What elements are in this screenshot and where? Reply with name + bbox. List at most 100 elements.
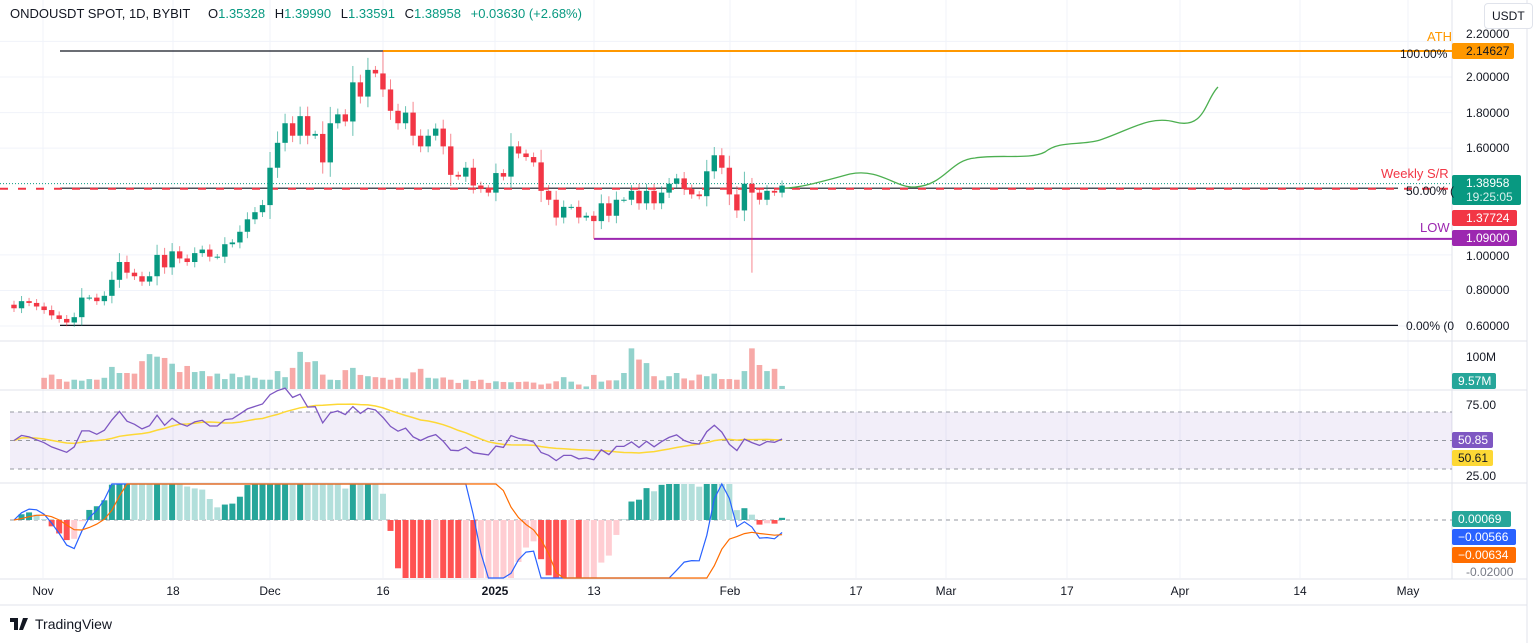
rsi-line bbox=[13, 387, 783, 462]
macd-signal-line bbox=[13, 483, 783, 579]
currency-button[interactable]: USDT bbox=[1484, 3, 1533, 29]
volume-bar bbox=[703, 376, 710, 389]
macd-histogram-bar bbox=[364, 484, 371, 520]
candle-body bbox=[109, 279, 115, 296]
weekly-sr-price-tag: 1.37724 bbox=[1452, 210, 1518, 226]
volume-bar bbox=[252, 377, 258, 389]
macd-histogram-bar bbox=[681, 484, 688, 520]
time-tick: Nov bbox=[32, 584, 54, 598]
macd-histogram-bar bbox=[78, 520, 85, 522]
price-tick: 1.60000 bbox=[1466, 141, 1510, 155]
candle-body bbox=[666, 183, 672, 193]
candle-body bbox=[749, 183, 755, 193]
volume-bar bbox=[274, 371, 281, 389]
candle-body bbox=[380, 73, 386, 90]
macd-histogram-bar bbox=[658, 484, 665, 520]
macd-histogram-bar bbox=[560, 520, 567, 578]
volume-bar bbox=[131, 373, 138, 389]
fib-0-label: 0.00% (0 bbox=[1406, 319, 1455, 333]
volume-bar bbox=[432, 378, 439, 389]
macd-histogram-bar bbox=[206, 498, 213, 520]
candle-body bbox=[327, 123, 333, 163]
candle-body bbox=[184, 258, 190, 263]
rsi-value-tag: 50.85 bbox=[1452, 432, 1494, 448]
volume-bar bbox=[440, 377, 447, 389]
tradingview-logo[interactable]: TradingView bbox=[10, 616, 112, 632]
candle-body bbox=[41, 306, 47, 311]
volume-bar bbox=[681, 378, 687, 389]
macd-histogram-bar bbox=[131, 484, 138, 520]
candle-body bbox=[455, 174, 461, 177]
macd-histogram-bar bbox=[18, 514, 25, 520]
macd-histogram-bar bbox=[304, 484, 311, 520]
volume-bar bbox=[470, 381, 477, 389]
macd-histogram-bar bbox=[108, 484, 115, 520]
volume-bar bbox=[56, 379, 62, 389]
macd-histogram-bar bbox=[553, 520, 560, 578]
bar-countdown: 19:25:05 bbox=[1466, 190, 1513, 204]
volume-bar bbox=[696, 374, 703, 389]
macd-histogram-bar bbox=[545, 520, 552, 576]
candle-body bbox=[643, 190, 650, 204]
candle-body bbox=[560, 206, 567, 218]
volume-bar bbox=[199, 371, 206, 389]
volume-bar bbox=[387, 379, 394, 389]
candle-body bbox=[237, 231, 243, 243]
macd-histogram-bar bbox=[319, 484, 326, 520]
volume-bar bbox=[222, 379, 228, 389]
macd-histogram-bar bbox=[410, 520, 417, 578]
macd-histogram-bar bbox=[718, 484, 725, 520]
volume-bar bbox=[636, 359, 642, 389]
volume-bar bbox=[688, 380, 695, 389]
macd-histogram-bar bbox=[267, 484, 274, 520]
volume-bar bbox=[455, 382, 462, 389]
candle-body bbox=[478, 185, 484, 190]
candle-body bbox=[387, 89, 394, 111]
candle-body bbox=[289, 123, 296, 136]
volume-bar bbox=[613, 380, 620, 389]
candle-body bbox=[395, 110, 401, 124]
macd-histogram-bar bbox=[688, 484, 695, 520]
volume-bar bbox=[146, 354, 153, 389]
candle-body bbox=[651, 190, 657, 204]
macd-histogram-bar bbox=[402, 520, 409, 578]
low-value: 1.33591 bbox=[347, 6, 395, 21]
macd-histogram-bar bbox=[733, 510, 740, 520]
macd-histogram-bar bbox=[312, 484, 319, 520]
macd-histogram-bar bbox=[349, 484, 356, 520]
volume-bar bbox=[395, 377, 401, 389]
time-tick: Mar bbox=[935, 584, 957, 598]
macd-histogram-bar bbox=[334, 484, 341, 520]
volume-bar bbox=[206, 376, 213, 389]
candle-body bbox=[704, 171, 710, 197]
volume-bar bbox=[259, 379, 266, 389]
candle-body bbox=[320, 133, 326, 163]
volume-bar bbox=[78, 380, 85, 389]
candle-body bbox=[124, 262, 130, 273]
macd-histogram-bar bbox=[244, 485, 251, 520]
volume-bar bbox=[86, 379, 93, 389]
candle-body bbox=[199, 249, 205, 254]
price-tick: 0.80000 bbox=[1466, 283, 1510, 297]
macd-histogram-bar bbox=[673, 484, 680, 520]
macd-histogram-bar bbox=[523, 520, 530, 548]
volume-bar bbox=[621, 373, 627, 389]
candle-body bbox=[493, 173, 499, 193]
macd-histogram-bar bbox=[297, 484, 304, 520]
candle-body bbox=[357, 82, 364, 97]
rsi-tick: 75.00 bbox=[1466, 398, 1497, 412]
volume-bar bbox=[591, 374, 597, 389]
candle-body bbox=[161, 254, 168, 268]
candle-body bbox=[176, 251, 183, 259]
macd-hist-tag: 0.00069 bbox=[1452, 511, 1512, 527]
candle-body bbox=[779, 185, 785, 193]
current-price: 1.38958 bbox=[1466, 176, 1510, 190]
macd-histogram-bar bbox=[86, 509, 93, 520]
macd-histogram-bar bbox=[146, 484, 153, 520]
macd-histogram-bar bbox=[327, 484, 334, 520]
macd-histogram-bar bbox=[635, 499, 642, 520]
close-label: C bbox=[404, 6, 414, 21]
macd-histogram-bar bbox=[726, 484, 733, 520]
volume-bar bbox=[334, 380, 341, 389]
